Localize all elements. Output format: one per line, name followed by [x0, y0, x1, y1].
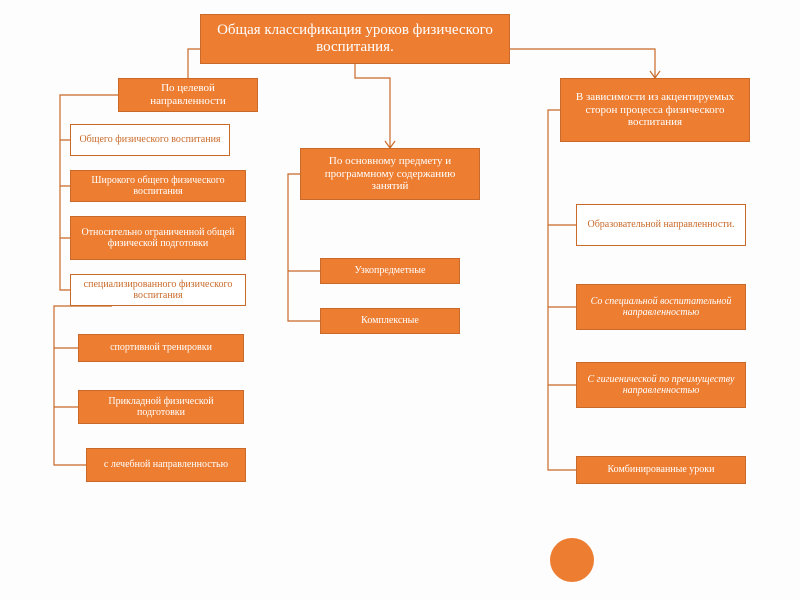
- left-leaf-5-label: Прикладной физической подготовки: [85, 396, 237, 419]
- center-leaf-1: Комплексные: [320, 308, 460, 334]
- title-text: Общая классификация уроков физического в…: [207, 22, 503, 57]
- left-leaf-3: специализированного физического воспитан…: [70, 274, 246, 306]
- left-leaf-2-label: Относительно ограниченной общей физическ…: [77, 227, 239, 250]
- branch-head-center: По основному предмету и программному сод…: [300, 148, 480, 200]
- right-leaf-1-label: Со специальной воспитательной направленн…: [583, 296, 739, 319]
- right-leaf-2-label: С гигиенической по преимуществу направле…: [583, 374, 739, 397]
- left-leaf-3-label: специализированного физического воспитан…: [77, 279, 239, 302]
- right-leaf-1: Со специальной воспитательной направленн…: [576, 284, 746, 330]
- branch-head-right-label: В зависимости из акцентируемых сторон пр…: [567, 91, 743, 129]
- left-leaf-2: Относительно ограниченной общей физическ…: [70, 216, 246, 260]
- left-leaf-4: спортивной тренировки: [78, 334, 244, 362]
- title-box: Общая классификация уроков физического в…: [200, 14, 510, 64]
- right-leaf-3: Комбинированные уроки: [576, 456, 746, 484]
- branch-head-right: В зависимости из акцентируемых сторон пр…: [560, 78, 750, 142]
- branch-head-left-label: По целевой направленности: [125, 82, 251, 107]
- left-leaf-1-label: Широкого общего физического воспитания: [77, 175, 239, 198]
- right-leaf-0-label: Образовательной направленности.: [583, 219, 739, 231]
- right-leaf-2: С гигиенической по преимуществу направле…: [576, 362, 746, 408]
- left-leaf-6: с лечебной направленностью: [86, 448, 246, 482]
- left-leaf-6-label: с лечебной направленностью: [93, 459, 239, 471]
- left-leaf-4-label: спортивной тренировки: [85, 342, 237, 354]
- center-leaf-1-label: Комплексные: [327, 315, 453, 327]
- left-leaf-0: Общего физического воспитания: [70, 124, 230, 156]
- left-leaf-0-label: Общего физического воспитания: [77, 134, 223, 146]
- right-leaf-0: Образовательной направленности.: [576, 204, 746, 246]
- decorative-circle: [550, 538, 594, 582]
- left-leaf-1: Широкого общего физического воспитания: [70, 170, 246, 202]
- left-leaf-5: Прикладной физической подготовки: [78, 390, 244, 424]
- branch-head-left: По целевой направленности: [118, 78, 258, 112]
- branch-head-center-label: По основному предмету и программному сод…: [307, 155, 473, 193]
- right-leaf-3-label: Комбинированные уроки: [583, 464, 739, 476]
- center-leaf-0: Узкопредметные: [320, 258, 460, 284]
- center-leaf-0-label: Узкопредметные: [327, 265, 453, 277]
